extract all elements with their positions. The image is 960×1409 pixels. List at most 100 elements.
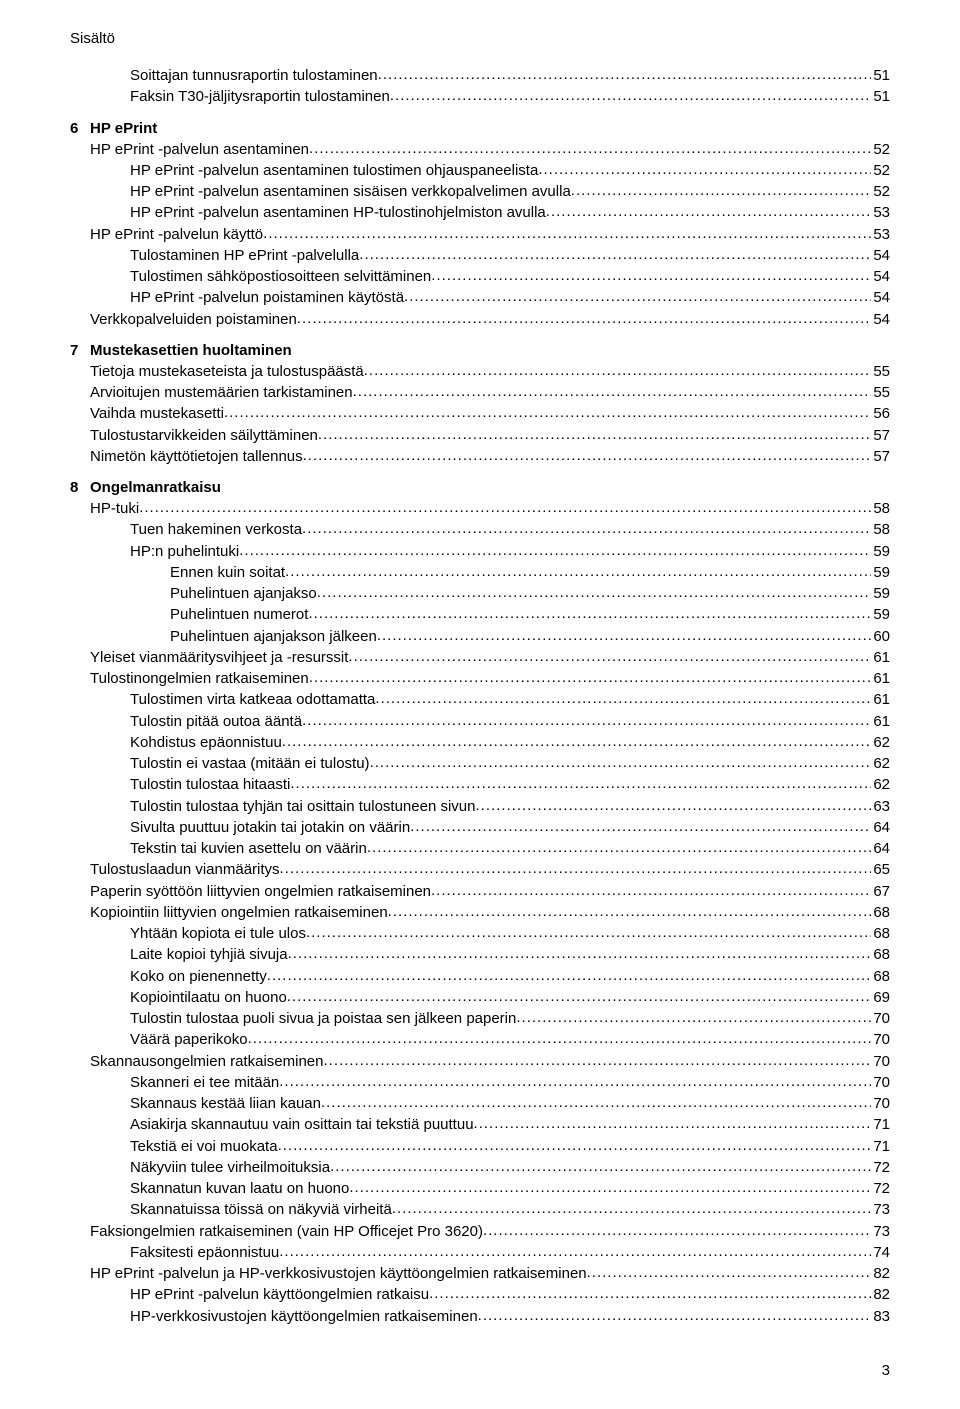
toc-label: Puhelintuen ajanjakson jälkeen bbox=[170, 627, 377, 647]
toc-page-number: 59 bbox=[871, 605, 890, 625]
toc-entry: Tulostimen sähköpostiosoitteen selvittäm… bbox=[70, 266, 890, 287]
toc-label: Skannaus kestää liian kauan bbox=[130, 1094, 321, 1114]
toc-page-number: 74 bbox=[871, 1243, 890, 1263]
toc-leader-dots bbox=[388, 902, 872, 917]
toc-label: Sivulta puuttuu jotakin tai jotakin on v… bbox=[130, 818, 410, 838]
toc-entry: Faksiongelmien ratkaiseminen (vain HP Of… bbox=[70, 1221, 890, 1242]
toc-leader-dots bbox=[370, 753, 872, 768]
toc-label: Skannatuissa töissä on näkyviä virheitä bbox=[130, 1200, 392, 1220]
toc-label: Tulostin tulostaa hitaasti bbox=[130, 775, 290, 795]
toc-leader-dots bbox=[375, 689, 871, 704]
toc-entry: Faksin T30-jäljitysraportin tulostaminen… bbox=[70, 86, 890, 107]
toc-page-number: 57 bbox=[871, 426, 890, 446]
toc-page-number: 54 bbox=[871, 246, 890, 266]
toc-label: Tulostustarvikkeiden säilyttäminen bbox=[90, 426, 318, 446]
toc-leader-dots bbox=[309, 668, 872, 683]
toc-leader-dots bbox=[248, 1029, 872, 1044]
toc-leader-dots bbox=[410, 817, 871, 832]
toc-leader-dots bbox=[282, 732, 872, 747]
toc-label: Faksin T30-jäljitysraportin tulostaminen bbox=[130, 87, 390, 107]
toc-leader-dots bbox=[278, 1136, 872, 1151]
toc-page-number: 63 bbox=[871, 797, 890, 817]
toc-entry: HP-tuki58 bbox=[70, 498, 890, 519]
toc-label: HP-verkkosivustojen käyttöongelmien ratk… bbox=[130, 1307, 478, 1327]
toc-label: HP ePrint -palvelun asentaminen tulostim… bbox=[130, 161, 538, 181]
toc-label: Näkyviin tulee virheilmoituksia bbox=[130, 1158, 330, 1178]
toc-label: HP ePrint -palvelun käyttö bbox=[90, 225, 263, 245]
toc-leader-dots bbox=[290, 774, 871, 789]
toc-page-number: 58 bbox=[871, 520, 890, 540]
toc-entry: Vaihda mustekasetti56 bbox=[70, 403, 890, 424]
toc-page-number: 52 bbox=[871, 182, 890, 202]
toc-entry: Yhtään kopiota ei tule ulos68 bbox=[70, 923, 890, 944]
toc-entry: Sivulta puuttuu jotakin tai jotakin on v… bbox=[70, 817, 890, 838]
toc-page-number: 71 bbox=[871, 1137, 890, 1157]
toc-label: HP ePrint -palvelun ja HP-verkkosivustoj… bbox=[90, 1264, 587, 1284]
toc-entry: Koko on pienennetty68 bbox=[70, 966, 890, 987]
chapter-number: 7 bbox=[70, 342, 90, 359]
toc-entry: HP-verkkosivustojen käyttöongelmien ratk… bbox=[70, 1306, 890, 1327]
toc-entry: HP ePrint -palvelun poistaminen käytöstä… bbox=[70, 287, 890, 308]
toc-entry: Laite kopioi tyhjiä sivuja68 bbox=[70, 944, 890, 965]
toc-entry: Nimetön käyttötietojen tallennus57 bbox=[70, 446, 890, 467]
toc-page-number: 65 bbox=[871, 860, 890, 880]
toc-label: HP:n puhelintuki bbox=[130, 542, 239, 562]
toc-label: Yhtään kopiota ei tule ulos bbox=[130, 924, 306, 944]
toc-page-number: 68 bbox=[871, 903, 890, 923]
toc-page-number: 73 bbox=[871, 1222, 890, 1242]
toc-entry: Tulostin tulostaa hitaasti 62 bbox=[70, 774, 890, 795]
toc-label: Tulostin ei vastaa (mitään ei tulostu) bbox=[130, 754, 370, 774]
toc-entry: Tulostaminen HP ePrint -palvelulla 54 bbox=[70, 245, 890, 266]
toc-page-number: 51 bbox=[871, 87, 890, 107]
toc-entry: Skanneri ei tee mitään70 bbox=[70, 1072, 890, 1093]
toc-entry: Tulostin pitää outoa ääntä61 bbox=[70, 711, 890, 732]
toc-entry: Tuen hakeminen verkosta 58 bbox=[70, 519, 890, 540]
toc-label: Tulostaminen HP ePrint -palvelulla bbox=[130, 246, 359, 266]
toc-page-number: 61 bbox=[871, 669, 890, 689]
chapter-title: HP ePrint bbox=[90, 120, 157, 137]
chapter-heading: 7Mustekasettien huoltaminen bbox=[70, 342, 890, 359]
toc-page-number: 82 bbox=[871, 1285, 890, 1305]
toc-entry: HP ePrint -palvelun käyttöongelmien ratk… bbox=[70, 1284, 890, 1305]
toc-page-number: 71 bbox=[871, 1115, 890, 1135]
toc-leader-dots bbox=[139, 498, 871, 513]
toc-label: Tekstin tai kuvien asettelu on väärin bbox=[130, 839, 367, 859]
toc-page-number: 57 bbox=[871, 447, 890, 467]
toc-page-number: 55 bbox=[871, 362, 890, 382]
document-page: Sisältö Soittajan tunnusraportin tulosta… bbox=[0, 0, 960, 1409]
toc-page-number: 70 bbox=[871, 1073, 890, 1093]
toc-leader-dots bbox=[308, 604, 871, 619]
toc-entry: Soittajan tunnusraportin tulostaminen51 bbox=[70, 65, 890, 86]
toc-page-number: 62 bbox=[871, 775, 890, 795]
toc-entry: Puhelintuen ajanjakso59 bbox=[70, 583, 890, 604]
chapter-number: 6 bbox=[70, 120, 90, 137]
toc-page-number: 60 bbox=[871, 627, 890, 647]
toc-label: Faksitesti epäonnistuu bbox=[130, 1243, 279, 1263]
toc-label: Tuen hakeminen verkosta bbox=[130, 520, 302, 540]
toc-leader-dots bbox=[309, 139, 871, 154]
chapter-title: Ongelmanratkaisu bbox=[90, 479, 221, 496]
toc-leader-dots bbox=[317, 583, 872, 598]
toc-label: Tekstiä ei voi muokata bbox=[130, 1137, 278, 1157]
toc-leader-dots bbox=[364, 361, 872, 376]
chapter-heading: 8Ongelmanratkaisu bbox=[70, 479, 890, 496]
toc-label: Tulostin tulostaa tyhjän tai osittain tu… bbox=[130, 797, 475, 817]
toc-leader-dots bbox=[303, 446, 872, 461]
toc-label: HP ePrint -palvelun käyttöongelmien ratk… bbox=[130, 1285, 429, 1305]
toc-label: Kopiointilaatu on huono bbox=[130, 988, 287, 1008]
toc-entry: Puhelintuen numerot59 bbox=[70, 604, 890, 625]
toc-label: Tulostinongelmien ratkaiseminen bbox=[90, 669, 309, 689]
toc-leader-dots bbox=[321, 1093, 871, 1108]
toc-entry: Tulostin ei vastaa (mitään ei tulostu)62 bbox=[70, 753, 890, 774]
toc-page-number: 72 bbox=[871, 1179, 890, 1199]
toc-entry: Tulostimen virta katkeaa odottamatta61 bbox=[70, 689, 890, 710]
toc-page-number: 68 bbox=[871, 967, 890, 987]
toc-leader-dots bbox=[306, 923, 871, 938]
toc-entry: HP ePrint -palvelun ja HP-verkkosivustoj… bbox=[70, 1263, 890, 1284]
toc-leader-dots bbox=[287, 987, 872, 1002]
table-of-contents: Soittajan tunnusraportin tulostaminen51F… bbox=[70, 65, 890, 1327]
toc-label: Soittajan tunnusraportin tulostaminen bbox=[130, 66, 378, 86]
toc-page-number: 73 bbox=[871, 1200, 890, 1220]
toc-page-number: 52 bbox=[871, 161, 890, 181]
toc-label: Kohdistus epäonnistuu bbox=[130, 733, 282, 753]
